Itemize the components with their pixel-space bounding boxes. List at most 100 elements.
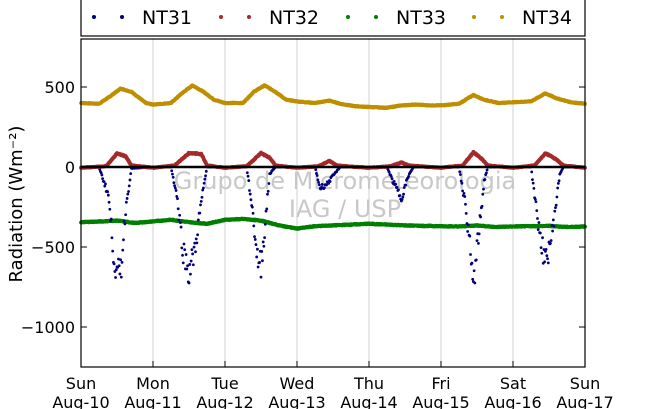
data-point — [551, 218, 555, 222]
data-point — [191, 252, 195, 256]
data-point — [248, 189, 251, 192]
y-tick-label: −500 — [31, 238, 75, 257]
legend-marker — [120, 15, 124, 19]
data-point — [400, 198, 404, 201]
data-point — [199, 203, 202, 207]
data-point — [390, 177, 394, 181]
data-point — [202, 181, 206, 185]
data-point — [112, 262, 116, 266]
data-point — [119, 258, 122, 262]
data-point — [122, 219, 126, 223]
data-point — [549, 239, 553, 242]
data-point — [542, 248, 546, 251]
data-point — [111, 249, 115, 253]
legend-marker — [247, 15, 251, 19]
legend-marker — [346, 15, 350, 19]
data-point — [254, 243, 258, 246]
x-tick-label-date: Aug-17 — [556, 393, 613, 409]
data-point — [470, 261, 474, 265]
data-point — [264, 209, 268, 213]
data-point — [180, 246, 184, 250]
data-point — [128, 178, 132, 182]
data-point — [182, 242, 186, 246]
data-point — [173, 184, 177, 188]
x-tick-label-date: Aug-16 — [484, 393, 541, 409]
data-point — [461, 189, 464, 193]
data-point — [193, 241, 197, 245]
data-point — [537, 221, 541, 224]
data-point — [463, 195, 467, 198]
data-point — [536, 228, 540, 232]
data-point — [265, 207, 269, 211]
data-point — [539, 246, 543, 250]
data-point — [253, 235, 256, 239]
x-tick-label-date: Aug-15 — [412, 393, 469, 409]
data-point — [199, 199, 203, 203]
data-point — [100, 173, 104, 177]
x-tick-label-dow: Thu — [353, 374, 384, 393]
data-point — [459, 173, 462, 176]
data-point — [541, 236, 544, 240]
data-point — [174, 189, 178, 192]
data-point — [536, 217, 539, 220]
data-point — [176, 197, 179, 201]
x-tick-label-dow: Sat — [500, 374, 526, 393]
data-point — [101, 177, 104, 181]
x-tick-label-dow: Fri — [431, 374, 450, 393]
data-point — [102, 180, 106, 184]
data-point — [404, 183, 408, 187]
data-point — [328, 180, 332, 183]
data-point — [544, 248, 548, 251]
data-point — [484, 171, 488, 175]
data-point — [267, 182, 271, 185]
y-tick-label: 0 — [65, 158, 75, 177]
data-point — [471, 277, 475, 281]
data-point — [170, 169, 174, 173]
data-point — [256, 247, 259, 251]
data-point — [246, 174, 250, 178]
data-point — [407, 174, 410, 178]
data-point — [314, 168, 318, 172]
data-point — [540, 251, 544, 255]
data-point — [401, 195, 405, 199]
data-point — [260, 250, 264, 253]
data-point — [104, 182, 107, 186]
data-point — [249, 198, 253, 202]
data-point — [191, 263, 195, 267]
data-point — [108, 207, 112, 211]
data-point — [395, 185, 399, 189]
data-point — [172, 181, 176, 185]
grid-lines — [152, 39, 514, 367]
data-point — [317, 180, 320, 184]
data-point — [194, 237, 198, 241]
data-point — [316, 178, 320, 182]
data-point — [251, 211, 255, 215]
data-point — [179, 225, 183, 229]
data-point — [555, 195, 559, 199]
data-point — [554, 206, 557, 210]
data-point — [557, 179, 561, 183]
x-tick-label-date: Aug-13 — [268, 393, 325, 409]
data-point — [123, 222, 127, 226]
data-point — [117, 264, 121, 268]
data-point — [266, 189, 270, 193]
x-tick-label-date: Aug-11 — [124, 393, 181, 409]
data-point — [178, 221, 182, 224]
data-point — [531, 178, 534, 182]
data-point — [398, 194, 402, 197]
data-point — [466, 223, 470, 227]
x-tick-label-date: Aug-14 — [340, 393, 397, 409]
data-point — [245, 171, 249, 175]
data-point — [171, 175, 175, 179]
data-point — [551, 229, 554, 233]
legend-marker — [500, 15, 504, 19]
series-layer — [79, 83, 587, 285]
legend-marker — [472, 15, 476, 19]
data-point — [121, 248, 125, 252]
legend-marker — [219, 15, 223, 19]
x-tick-label-dow: Tue — [210, 374, 238, 393]
data-point — [250, 205, 254, 209]
data-point — [543, 260, 547, 264]
data-point — [394, 182, 398, 186]
